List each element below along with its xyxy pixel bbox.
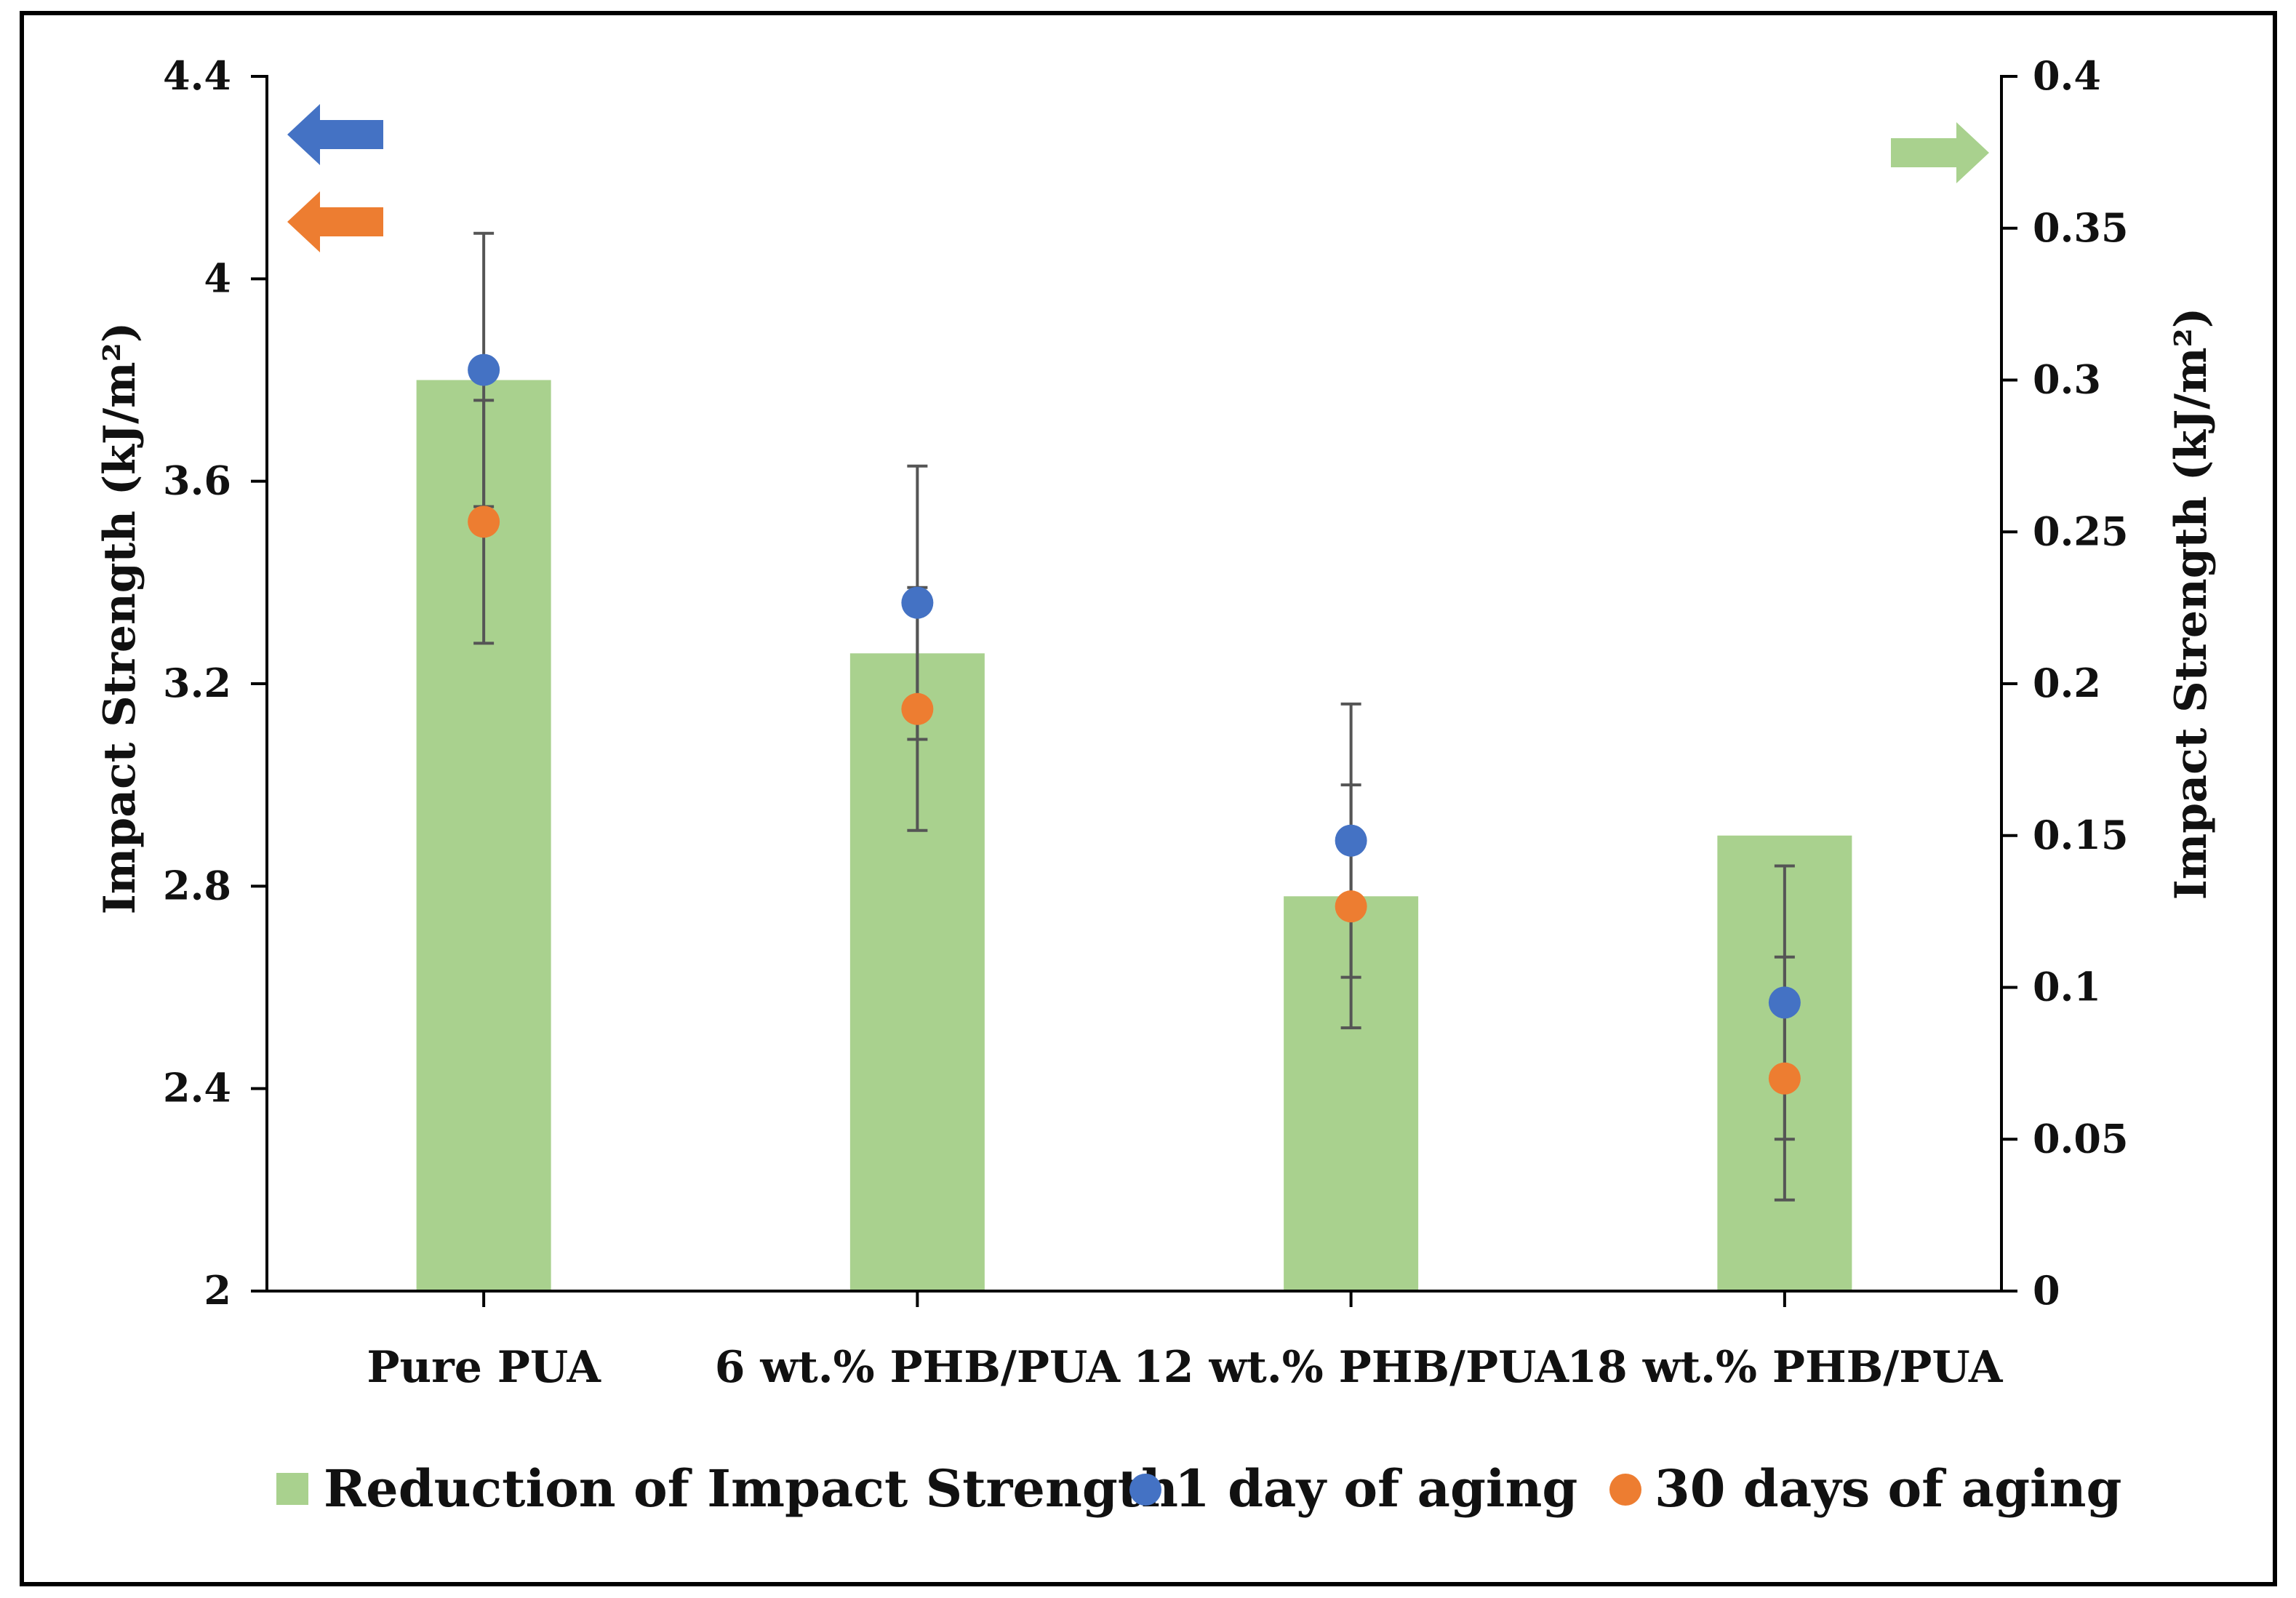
right-tick-label-1: 0.05 — [2033, 1115, 2129, 1162]
right-arrow-green-icon — [1891, 122, 1989, 183]
left-arrow-orange-icon — [287, 191, 383, 252]
right-axis-title: Impact Strength (kJ/m²) — [2166, 308, 2217, 900]
legend-marker-day30 — [1609, 1474, 1641, 1506]
legend-label-bars: Reduction of Impact Strength — [324, 1458, 1178, 1519]
point-day1-1 — [468, 353, 500, 386]
right-tick-label-7: 0.35 — [2033, 204, 2129, 251]
right-tick-label-0: 0 — [2033, 1267, 2060, 1314]
axes-layer — [251, 75, 2017, 1307]
left-axis-title: Impact Strength (kJ/m²) — [95, 322, 145, 915]
left-tick-label-5: 4 — [204, 255, 231, 301]
legend-swatch-bar — [276, 1473, 308, 1505]
chart-border — [20, 11, 2277, 1586]
labels-layer: 2 2.4 2.8 3.2 3.6 4 4.4 0 0.05 0.1 0.15 0.2 0.25 0.3 0… — [163, 52, 2128, 1393]
right-tick-label-6: 0.3 — [2033, 356, 2101, 403]
point-day30-3 — [1335, 890, 1367, 923]
left-tick-label-6: 4.4 — [163, 52, 231, 99]
legend: Reduction of Impact Strength 1 day of ag… — [276, 1458, 2121, 1519]
right-tick-label-4: 0.2 — [2033, 660, 2101, 706]
point-day1-2 — [901, 586, 934, 619]
left-tick-label-1: 2.4 — [163, 1065, 231, 1111]
legend-label-day1: 1 day of aging — [1175, 1458, 1577, 1519]
point-day1-3 — [1335, 824, 1367, 857]
category-label-4: 18 wt.% PHB/PUA — [1567, 1342, 2004, 1393]
point-day30-1 — [468, 506, 500, 538]
left-arrow-blue-icon — [287, 104, 383, 165]
category-label-3: 12 wt.% PHB/PUA — [1133, 1342, 1570, 1393]
category-label-1: Pure PUA — [367, 1342, 601, 1393]
legend-label-day30: 30 days of aging — [1655, 1458, 2121, 1519]
point-day30-2 — [901, 692, 934, 725]
left-tick-label-3: 3.2 — [163, 660, 231, 706]
point-day1-4 — [1768, 986, 1801, 1019]
points-layer — [468, 353, 1801, 1095]
right-tick-label-2: 0.1 — [2033, 964, 2101, 1010]
left-tick-label-0: 2 — [204, 1267, 231, 1314]
left-tick-label-2: 2.8 — [163, 862, 231, 908]
right-tick-label-3: 0.15 — [2033, 812, 2129, 858]
point-day30-4 — [1768, 1062, 1801, 1095]
right-tick-label-5: 0.25 — [2033, 508, 2129, 554]
right-tick-label-8: 0.4 — [2033, 52, 2101, 99]
category-label-2: 6 wt.% PHB/PUA — [715, 1342, 1121, 1393]
left-tick-label-4: 3.6 — [163, 458, 231, 504]
legend-marker-day1 — [1129, 1474, 1161, 1506]
